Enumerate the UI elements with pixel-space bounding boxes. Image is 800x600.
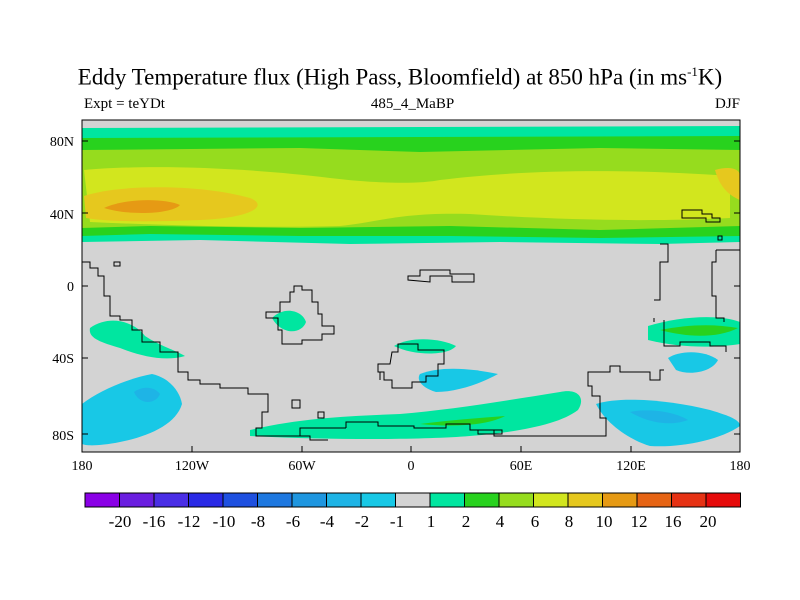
colorbar-labels: -20 -16 -12 -10 -8 -6 -4 -2 -1 1 2 4 6 8… — [109, 512, 717, 531]
run-id-label: 485_4_MaBP — [370, 96, 455, 112]
colorbar-swatch — [291, 492, 327, 508]
colorbar-label: 1 — [427, 512, 436, 531]
colorbar-swatch — [567, 492, 603, 508]
title-text: Eddy Temperature flux (High Pass, Bloomf… — [77, 64, 688, 90]
colorbar-label: -6 — [286, 512, 300, 531]
y-tick-label: 80N — [50, 135, 74, 150]
patch-australia-band2 — [660, 325, 738, 336]
patch-australia-south — [668, 352, 718, 373]
colorbar-swatch — [671, 492, 707, 508]
plot-title: Eddy Temperature flux (High Pass, Bloomf… — [0, 64, 800, 91]
y-tick-label: 0 — [67, 280, 74, 295]
colorbar-swatch — [464, 492, 500, 508]
x-tick-label: 60W — [288, 459, 316, 474]
colorbar-swatch — [636, 492, 672, 508]
colorbar-swatch — [395, 492, 431, 508]
coastlines — [82, 209, 740, 441]
axis-ticks — [81, 140, 741, 452]
y-tick-label: 80S — [52, 429, 74, 444]
axis-labels: 80N 40N 0 40S 80S 180 120W 60W 0 60E 120… — [50, 135, 751, 474]
patch-south-pacific-east-core — [630, 410, 688, 424]
colorbar-label: 20 — [700, 512, 717, 531]
colorbar-label: -2 — [355, 512, 369, 531]
colorbar-label: 2 — [462, 512, 471, 531]
x-tick-label: 180 — [730, 459, 751, 474]
x-tick-label: 120W — [175, 459, 210, 474]
season-label: DJF — [714, 96, 740, 112]
colorbar-swatch — [498, 492, 534, 508]
colorbar-swatch — [326, 492, 362, 508]
patch-south-pacific-core — [134, 387, 160, 402]
patch-south-america-east — [89, 320, 185, 359]
colorbar-swatch — [360, 492, 396, 508]
x-tick-label: 60E — [510, 459, 533, 474]
experiment-label: Expt = teYDt — [84, 96, 165, 112]
title-exponent: -1 — [687, 64, 698, 79]
colorbar-label: -16 — [143, 512, 166, 531]
colorbar-label: 12 — [631, 512, 648, 531]
colorbar-label: -4 — [320, 512, 335, 531]
colorbar-swatch — [429, 492, 465, 508]
colorbar-swatch — [257, 492, 293, 508]
colorbar-label: 6 — [531, 512, 540, 531]
y-tick-label: 40N — [50, 208, 74, 223]
contour-band-8-east — [715, 168, 740, 200]
colorbar-label: 4 — [496, 512, 505, 531]
patch-central-atlantic — [272, 310, 306, 332]
colorbar-label: -10 — [213, 512, 236, 531]
colorbar-swatch — [188, 492, 224, 508]
colorbar-swatch — [153, 492, 189, 508]
colorbar-swatch — [222, 492, 258, 508]
patch-south-indian — [418, 368, 498, 392]
x-tick-label: 120E — [616, 459, 646, 474]
contour-band-10 — [104, 200, 180, 214]
patch-antarctic-ring-2 — [420, 416, 505, 426]
colorbar-label: 16 — [665, 512, 682, 531]
y-tick-label: 40S — [52, 352, 74, 367]
colorbar — [84, 492, 741, 508]
colorbar-label: 8 — [565, 512, 574, 531]
colorbar-label: 10 — [596, 512, 613, 531]
colorbar-label: -8 — [251, 512, 265, 531]
x-tick-label: 0 — [408, 459, 415, 474]
patch-antarctic-ring — [250, 391, 582, 439]
colorbar-label: -1 — [390, 512, 404, 531]
x-tick-label: 180 — [72, 459, 93, 474]
colorbar-label: -20 — [109, 512, 132, 531]
title-unit: K) — [697, 64, 723, 90]
colorbar-swatch — [533, 492, 569, 508]
map-plot-area — [82, 120, 740, 452]
colorbar-swatch — [84, 492, 120, 508]
colorbar-swatch — [705, 492, 741, 508]
colorbar-swatch — [602, 492, 638, 508]
colorbar-swatch — [119, 492, 155, 508]
colorbar-label: -12 — [178, 512, 201, 531]
